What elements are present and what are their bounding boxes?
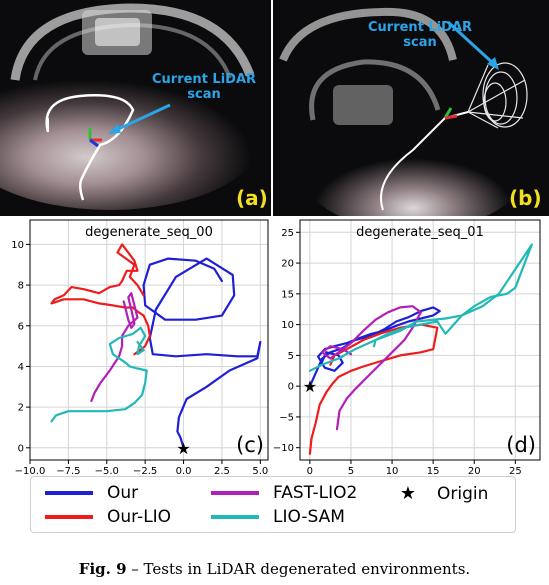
legend-swatch-lio-sam [211,515,259,519]
x-tick-label: 5 [348,466,354,477]
legend-item-origin: ★ Origin [393,483,488,504]
x-tick-label: −2.5 [133,466,157,477]
photo-panel-b: Current LiDAR scan (b) [273,0,549,216]
scan-label-line1: Current LiDAR [152,72,257,87]
scan-label-line2: scan [187,87,221,102]
x-tick-label: 25 [509,466,522,477]
y-tick-label: 2 [18,403,24,414]
legend-item-fast-lio2: FAST-LIO2 [211,483,357,503]
series-line-our-lio [50,243,151,356]
legend-swatch-our [45,491,93,495]
legend-label-our: Our [107,483,139,503]
x-tick-label: −10.0 [15,466,46,477]
series-line-our-lio [308,323,439,455]
y-tick-label: 15 [281,289,294,300]
y-tick-label: −5 [279,412,294,423]
panel-letter-a: (a) [236,186,268,210]
lidar-scan-cone [467,62,528,129]
plot-degenerate-seq-01: 0 5 10 15 20 25 −10 −5 0 5 10 15 20 25 ★ degenerate_seq… [273,219,541,477]
x-tick-label: 10 [386,466,399,477]
chart-legend: Our Our-LIO FAST-LIO2 LIO-SAM ★ Origin [30,476,516,533]
figure-caption: Fig. 9 – Tests in LiDAR degenerated envi… [0,560,549,578]
legend-item-lio-sam: LIO-SAM [211,507,345,527]
lidar-pointcloud-image-b [273,0,549,216]
legend-label-fast-lio2: FAST-LIO2 [273,483,358,503]
y-tick-label: 10 [281,320,294,331]
x-tick-label: 5.0 [252,466,268,477]
caption-text: – Tests in LiDAR degenerated environment… [126,560,471,578]
panel-letter-b: (b) [509,186,542,210]
caption-fig-number: Fig. 9 [78,560,127,578]
lidar-pointcloud-image-a [0,0,271,216]
plot-title: degenerate_seq_01 [356,225,484,240]
legend-swatch-our-lio [45,515,93,519]
current-scan-label-b: Current LiDAR scan [368,20,472,50]
x-tick-label: 0.0 [176,466,192,477]
scan-label-line2: scan [403,35,437,50]
trajectory-plots: −10.0 −7.5 −5.0 −2.5 0.0 2.5 5.0 0 2 4 6 8 10 ★ degene… [11,219,541,477]
y-tick-label: 8 [18,281,24,292]
plot-title: degenerate_seq_00 [85,225,213,240]
plot-area [300,220,540,460]
y-tick-label: 4 [18,362,24,373]
y-tick-label: 20 [281,259,294,270]
series-line-fast-lio2 [321,305,422,431]
y-tick-label: 10 [11,240,24,251]
x-tick-label: 20 [468,466,481,477]
y-tick-label: 0 [288,382,294,393]
series-line-lio-sam [308,243,533,372]
x-tick-label: 0 [307,466,313,477]
plot-frame [29,219,269,461]
origin-star-icon: ★ [176,439,190,458]
photo-panel-a: Current LiDAR scan (a) [0,0,271,216]
plot-degenerate-seq-00: −10.0 −7.5 −5.0 −2.5 0.0 2.5 5.0 0 2 4 6 8 10 ★ degene… [11,219,269,477]
plot-panel-label: (d) [506,433,536,457]
y-tick-label: 0 [18,443,24,454]
plot-panel-label: (c) [236,433,264,457]
plot-frame [299,219,541,461]
origin-star-icon: ★ [303,377,317,396]
series-line-lio-sam [50,326,148,423]
series-line-our [142,257,262,449]
x-tick-label: −7.5 [56,466,80,477]
y-tick-label: 25 [281,228,294,239]
current-scan-label-a: Current LiDAR scan [152,72,256,102]
x-tick-label: −5.0 [95,466,119,477]
legend-item-our: Our [45,483,138,503]
y-tick-label: 6 [18,321,24,332]
y-tick-label: −10 [273,443,294,454]
scan-label-line1: Current LiDAR [368,20,473,35]
series-line-fast-lio2 [90,292,139,403]
y-tick-label: 5 [288,351,294,362]
legend-label-our-lio: Our-LIO [107,507,172,527]
star-icon: ★ [399,483,417,504]
x-tick-label: 2.5 [214,466,230,477]
x-tick-label: 15 [427,466,440,477]
legend-item-our-lio: Our-LIO [45,507,171,527]
legend-label-origin: Origin [437,483,489,504]
legend-label-lio-sam: LIO-SAM [273,507,345,527]
legend-swatch-fast-lio2 [211,491,259,495]
